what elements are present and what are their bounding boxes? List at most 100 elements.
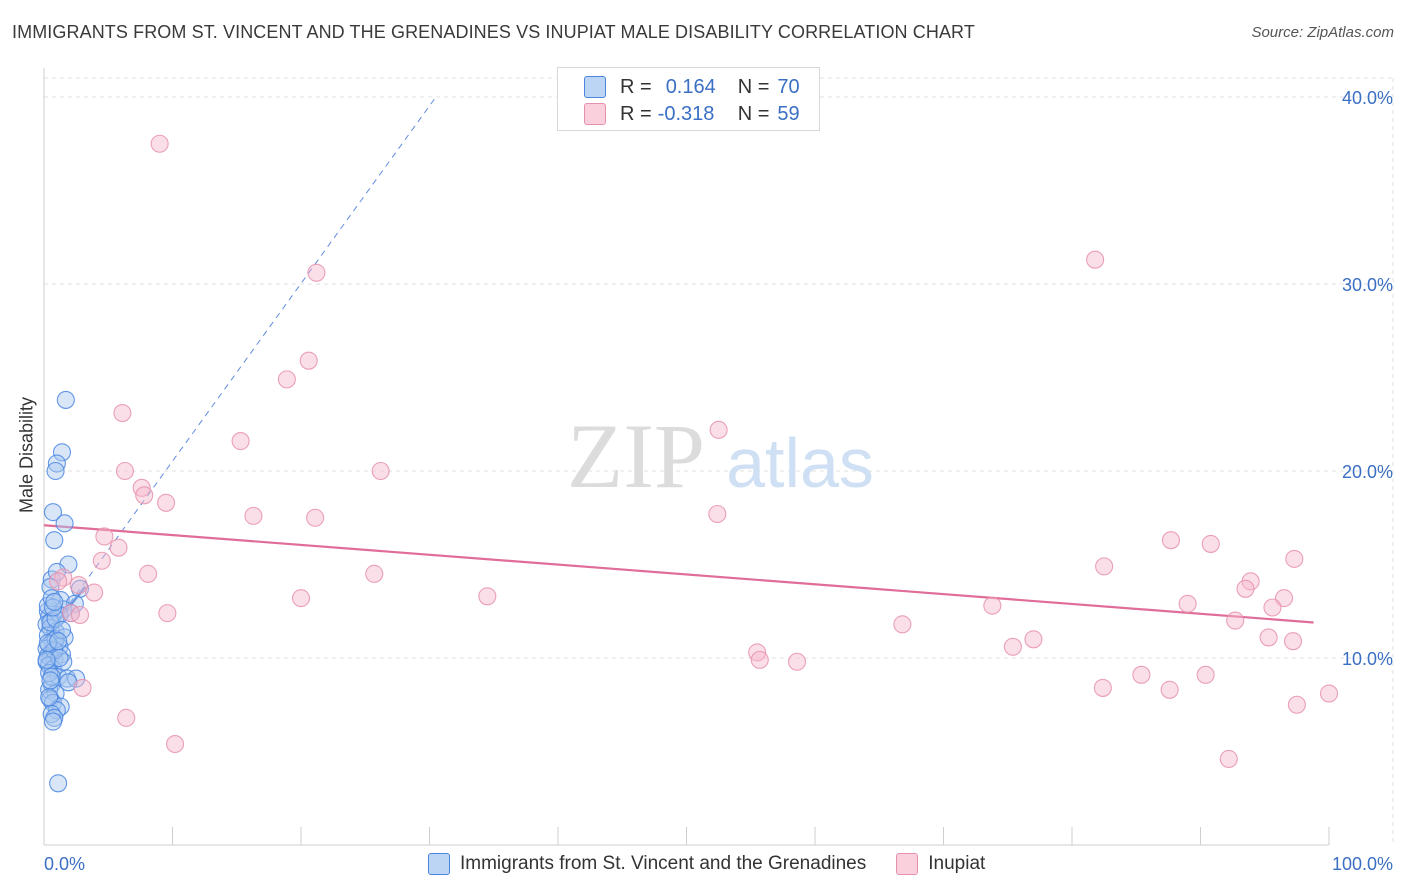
inupiat-point xyxy=(1161,531,1180,550)
immigrants-point xyxy=(40,688,59,707)
inupiat-point xyxy=(115,461,135,481)
inupiat-point xyxy=(139,564,158,583)
immigrants-point xyxy=(52,443,72,462)
inupiat-point xyxy=(709,420,728,439)
inupiat-point xyxy=(1093,678,1112,697)
watermark-atlas: atlas xyxy=(726,424,874,502)
inupiat-point xyxy=(1226,611,1245,630)
inupiat-point xyxy=(231,432,250,451)
immigrants-point xyxy=(41,671,60,690)
data-points xyxy=(37,134,1339,793)
trend-lines xyxy=(43,96,1314,631)
blue-swatch xyxy=(584,76,606,98)
inupiat-point xyxy=(1319,684,1339,703)
inupiat-point xyxy=(1196,665,1215,684)
immigrants-point xyxy=(52,620,72,640)
watermark-zip: ZIP xyxy=(567,405,705,507)
inupiat-point xyxy=(983,596,1002,615)
legend-row-pink: R = -0.318 N = 59 xyxy=(584,102,800,126)
axes xyxy=(43,68,1330,846)
tick-labels: 10.0% 20.0% 30.0% 40.0% 0.0% 100.0% xyxy=(44,88,1393,874)
y-tick-label: 30.0% xyxy=(1342,275,1393,295)
inupiat-point xyxy=(299,351,318,370)
inupiat-point xyxy=(1263,598,1282,617)
immigrants-point xyxy=(49,632,68,651)
inupiat-point xyxy=(708,504,727,524)
inupiat-point xyxy=(95,527,114,546)
inupiat-point xyxy=(113,403,132,423)
inupiat-point xyxy=(1086,250,1105,269)
legend-label: Immigrants from St. Vincent and the Gren… xyxy=(460,853,867,874)
immigrants-point xyxy=(47,454,66,473)
legend-item-inupiat: Inupiat xyxy=(896,853,985,875)
inupiat-point xyxy=(109,538,128,557)
inupiat-point xyxy=(787,652,807,671)
immigrants-point xyxy=(43,503,63,522)
inupiat-point xyxy=(92,551,111,570)
immigrants-point xyxy=(43,712,63,731)
inupiat-point xyxy=(244,506,263,525)
x-tick-label: 100.0% xyxy=(1332,854,1393,874)
inupiat-point xyxy=(70,605,90,625)
correlation-legend: R = 0.164 N = 70 R = -0.318 N = 59 xyxy=(557,67,820,131)
inupiat-point xyxy=(1285,549,1304,568)
inupiat-point xyxy=(61,604,81,623)
immigrants-point xyxy=(46,461,65,481)
inupiat-point xyxy=(150,134,169,153)
inupiat-point xyxy=(132,478,151,497)
immigrants-point xyxy=(45,592,64,611)
inupiat-point xyxy=(478,587,497,606)
inupiat-point xyxy=(1201,534,1220,553)
n-label: N = xyxy=(737,75,770,98)
blue-swatch xyxy=(428,853,450,875)
immigrants-point xyxy=(43,598,63,617)
inupiat-point xyxy=(135,486,154,505)
inupiat-point xyxy=(1160,680,1179,699)
immigrants-point xyxy=(37,650,56,669)
inupiat-point xyxy=(750,650,769,669)
inupiat-point xyxy=(893,615,912,634)
inupiat-point xyxy=(1024,630,1043,649)
inupiat-point xyxy=(1287,695,1306,714)
immigrants-point xyxy=(45,531,64,550)
inupiat-point xyxy=(291,589,311,608)
inupiat-point xyxy=(73,678,92,697)
y-tick-label: 10.0% xyxy=(1342,649,1393,669)
inupiat-point xyxy=(307,263,326,282)
inupiat-point xyxy=(1095,557,1114,576)
inupiat-point xyxy=(157,493,176,512)
inupiat-point xyxy=(1132,665,1151,684)
inupiat-point xyxy=(85,583,104,602)
inupiat-point xyxy=(166,734,185,754)
immigrants-point xyxy=(49,774,68,793)
inupiat-point xyxy=(1259,628,1278,647)
legend-item-immigrants: Immigrants from St. Vincent and the Gren… xyxy=(428,853,866,875)
inupiat-point xyxy=(1178,594,1197,613)
source-label: Source: ZipAtlas.com xyxy=(1251,24,1394,41)
inupiat-point xyxy=(365,564,384,583)
inupiat-trend-line xyxy=(43,524,1314,624)
r-value: -0.318 xyxy=(657,102,715,125)
inupiat-point xyxy=(1219,749,1238,769)
inupiat-point xyxy=(748,643,767,662)
n-label: N = xyxy=(737,102,770,125)
n-value: 59 xyxy=(777,102,800,125)
legend-label: Inupiat xyxy=(928,853,986,874)
inupiat-point xyxy=(306,508,325,527)
y-tick-label: 40.0% xyxy=(1342,88,1393,108)
immigrants-point xyxy=(55,514,74,533)
series-legend: Immigrants from St. Vincent and the Gren… xyxy=(428,851,1015,877)
n-value: 70 xyxy=(777,75,800,98)
inupiat-point xyxy=(371,461,390,481)
chart-title: IMMIGRANTS FROM ST. VINCENT AND THE GREN… xyxy=(12,22,975,42)
r-label: R = xyxy=(620,102,652,125)
pink-swatch xyxy=(584,103,606,125)
x-tick-label: 0.0% xyxy=(44,854,85,874)
legend-row-blue: R = 0.164 N = 70 xyxy=(584,75,800,99)
inupiat-point xyxy=(1236,579,1255,598)
r-value: 0.164 xyxy=(665,75,716,98)
inupiat-point xyxy=(69,576,88,595)
inupiat-point xyxy=(1283,632,1303,651)
immigrants-point xyxy=(65,594,84,613)
